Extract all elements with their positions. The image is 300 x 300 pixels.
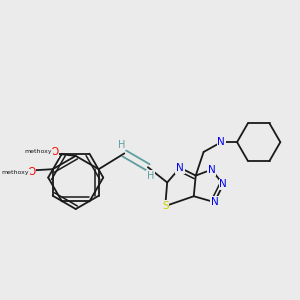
Text: N: N [219,179,227,189]
Text: H: H [147,171,155,181]
Text: N: N [208,165,215,175]
Text: methoxy: methoxy [25,149,52,154]
Text: O: O [50,147,58,157]
Text: N: N [176,163,184,173]
Text: methoxy: methoxy [2,169,29,175]
Text: O: O [27,167,35,177]
Text: N: N [218,137,225,147]
Text: N: N [211,197,218,207]
Text: S: S [162,201,169,211]
Text: H: H [118,140,125,150]
